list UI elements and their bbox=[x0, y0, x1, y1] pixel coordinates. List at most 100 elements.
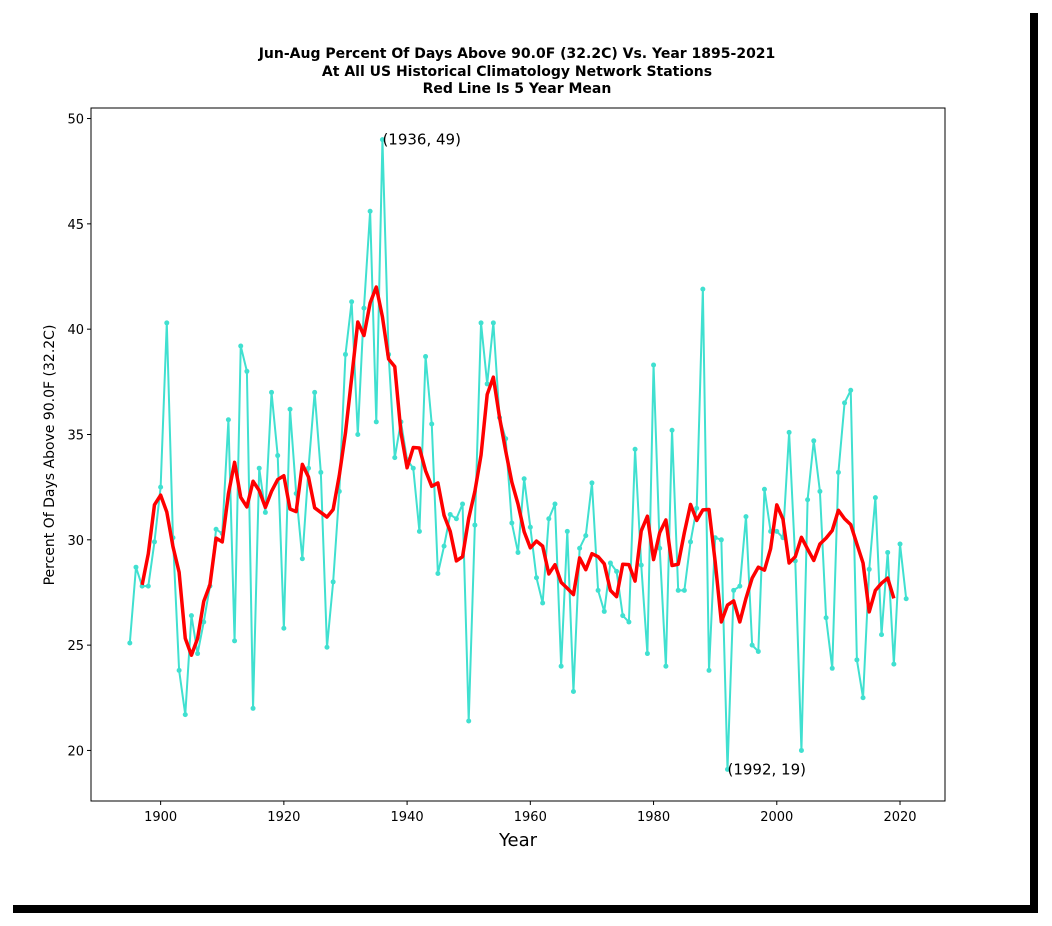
data-point bbox=[614, 568, 620, 574]
data-point bbox=[324, 644, 330, 650]
y-tick-label: 50 bbox=[67, 113, 84, 128]
data-point bbox=[441, 543, 447, 549]
data-point bbox=[133, 564, 139, 570]
data-point bbox=[755, 648, 761, 654]
x-tick-label: 1960 bbox=[514, 810, 547, 825]
data-point bbox=[484, 381, 490, 387]
data-point bbox=[891, 661, 897, 667]
y-tick-label: 30 bbox=[67, 534, 84, 549]
data-point bbox=[786, 429, 792, 435]
data-point bbox=[749, 642, 755, 648]
data-point bbox=[879, 632, 885, 638]
data-point bbox=[435, 571, 441, 577]
data-point bbox=[546, 516, 552, 522]
data-point bbox=[823, 615, 829, 621]
annotation: (1936, 49) bbox=[382, 131, 461, 149]
data-point bbox=[478, 320, 484, 326]
data-point bbox=[521, 476, 527, 482]
data-point bbox=[182, 712, 188, 718]
data-point bbox=[583, 533, 589, 539]
data-point bbox=[737, 583, 743, 589]
data-point bbox=[817, 488, 823, 494]
data-point bbox=[903, 596, 909, 602]
data-point bbox=[269, 389, 275, 395]
chart-title: At All US Historical Climatology Network… bbox=[322, 64, 712, 80]
data-point bbox=[355, 431, 361, 437]
data-point bbox=[188, 613, 194, 619]
data-point bbox=[342, 351, 348, 357]
data-point bbox=[176, 667, 182, 673]
data-point bbox=[842, 400, 848, 406]
data-point bbox=[626, 619, 632, 625]
data-point bbox=[533, 575, 539, 581]
y-tick-label: 45 bbox=[67, 218, 84, 233]
data-point bbox=[731, 587, 737, 593]
data-point bbox=[256, 465, 262, 471]
data-point bbox=[564, 528, 570, 534]
data-point bbox=[669, 427, 675, 433]
data-point bbox=[866, 566, 872, 572]
data-point bbox=[718, 537, 724, 543]
data-point bbox=[429, 421, 435, 427]
data-point bbox=[872, 495, 878, 501]
data-point bbox=[318, 469, 324, 475]
data-point bbox=[312, 389, 318, 395]
data-point bbox=[349, 299, 355, 305]
data-point bbox=[195, 651, 201, 657]
data-point bbox=[299, 556, 305, 562]
data-point bbox=[151, 539, 157, 545]
data-point bbox=[509, 520, 515, 526]
data-point bbox=[835, 469, 841, 475]
data-point bbox=[897, 541, 903, 547]
y-axis-label: Percent Of Days Above 90.0F (32.2C) bbox=[42, 325, 58, 586]
data-point bbox=[213, 526, 219, 532]
chart-title: Red Line Is 5 Year Mean bbox=[423, 81, 612, 97]
x-tick-label: 1980 bbox=[637, 810, 670, 825]
data-point bbox=[811, 438, 817, 444]
data-point bbox=[860, 695, 866, 701]
plot-background bbox=[91, 108, 945, 801]
data-point bbox=[694, 505, 700, 511]
y-tick-label: 40 bbox=[67, 323, 84, 338]
x-tick-label: 2020 bbox=[883, 810, 916, 825]
data-point bbox=[472, 522, 478, 528]
data-point bbox=[595, 587, 601, 593]
data-point bbox=[158, 484, 164, 490]
data-point bbox=[663, 663, 669, 669]
data-point bbox=[688, 539, 694, 545]
data-point bbox=[490, 320, 496, 326]
x-tick-label: 1900 bbox=[144, 810, 177, 825]
data-point bbox=[367, 208, 373, 214]
data-point bbox=[330, 579, 336, 585]
data-point bbox=[287, 406, 293, 412]
data-point bbox=[145, 583, 151, 589]
plot-frame bbox=[90, 107, 946, 802]
data-point bbox=[885, 549, 891, 555]
data-point bbox=[774, 528, 780, 534]
data-point bbox=[416, 528, 422, 534]
data-point bbox=[657, 545, 663, 551]
data-point bbox=[225, 417, 231, 423]
x-tick-label: 2000 bbox=[760, 810, 793, 825]
data-point bbox=[423, 354, 429, 360]
data-point bbox=[607, 560, 613, 566]
annotation: (1992, 19) bbox=[727, 760, 806, 778]
data-point bbox=[410, 465, 416, 471]
data-point bbox=[570, 688, 576, 694]
data-point bbox=[127, 640, 133, 646]
data-point bbox=[281, 625, 287, 631]
data-point bbox=[724, 766, 730, 772]
data-point bbox=[829, 665, 835, 671]
data-point bbox=[540, 600, 546, 606]
y-tick-label: 35 bbox=[67, 428, 84, 443]
data-point bbox=[460, 501, 466, 507]
y-tick-label: 25 bbox=[67, 639, 84, 654]
data-point bbox=[854, 657, 860, 663]
series-line bbox=[140, 285, 896, 657]
data-point bbox=[601, 608, 607, 614]
data-point bbox=[706, 667, 712, 673]
data-point bbox=[232, 638, 238, 644]
data-point bbox=[577, 545, 583, 551]
data-point bbox=[466, 718, 472, 724]
